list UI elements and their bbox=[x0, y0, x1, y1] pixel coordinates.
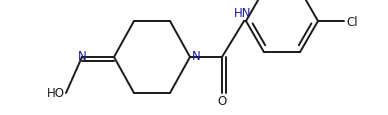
Text: Cl: Cl bbox=[346, 15, 358, 28]
Text: N: N bbox=[192, 50, 201, 63]
Text: HN: HN bbox=[234, 7, 252, 20]
Text: O: O bbox=[217, 94, 227, 107]
Text: N: N bbox=[78, 50, 87, 63]
Text: HO: HO bbox=[47, 87, 65, 100]
